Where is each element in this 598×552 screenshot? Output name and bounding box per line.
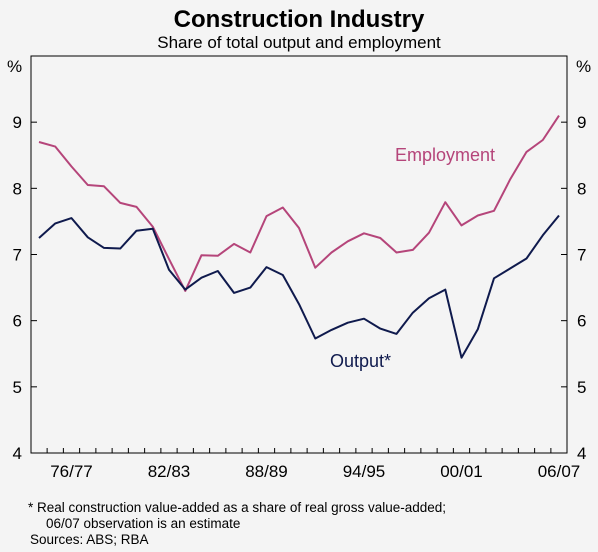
x-tick-label-94-95: 94/95 <box>343 462 386 481</box>
output-line <box>38 214 560 359</box>
output-series-label: Output* <box>330 351 391 371</box>
y-tick-label-left-5: 5 <box>13 378 22 397</box>
y-tick-label-right-7: 7 <box>577 246 586 265</box>
footnote-line-2: 06/07 observation is an estimate <box>46 516 241 531</box>
y-tick-label-left-7: 7 <box>13 246 22 265</box>
y-tick-label-right-9: 9 <box>577 113 586 132</box>
x-tick-label-82-83: 82/83 <box>148 462 191 481</box>
chart-subtitle: Share of total output and employment <box>157 33 441 52</box>
employment-line <box>38 115 560 292</box>
y-tick-label-right-8: 8 <box>577 179 586 198</box>
y-tick-label-left-4: 4 <box>13 444 22 463</box>
x-tick-label-00-01: 00/01 <box>440 462 483 481</box>
y-axis-ticks: 4 4 5 5 6 6 7 7 8 8 9 9 <box>13 113 587 463</box>
footnote-line-1: * Real construction value-added as a sha… <box>28 500 446 515</box>
series-lines <box>38 115 560 359</box>
y-tick-label-right-6: 6 <box>577 312 586 331</box>
x-tick-label-76-77: 76/77 <box>50 462 93 481</box>
x-axis-ticks: 76/77 82/83 88/89 94/95 00/01 06/07 <box>46 448 581 481</box>
y-tick-label-right-4: 4 <box>577 444 586 463</box>
y-tick-label-left-6: 6 <box>13 312 22 331</box>
chart-title: Construction Industry <box>174 6 425 33</box>
y-tick-label-left-8: 8 <box>13 179 22 198</box>
left-unit-label: % <box>7 57 22 76</box>
x-tick-label-88-89: 88/89 <box>245 462 288 481</box>
x-tick-label-06-07: 06/07 <box>538 462 581 481</box>
y-tick-label-left-9: 9 <box>13 113 22 132</box>
employment-series-label: Employment <box>395 145 495 165</box>
sources-note: Sources: ABS; RBA <box>30 532 149 547</box>
plot-frame <box>30 55 568 454</box>
y-tick-label-right-5: 5 <box>577 378 586 397</box>
right-unit-label: % <box>576 57 591 76</box>
